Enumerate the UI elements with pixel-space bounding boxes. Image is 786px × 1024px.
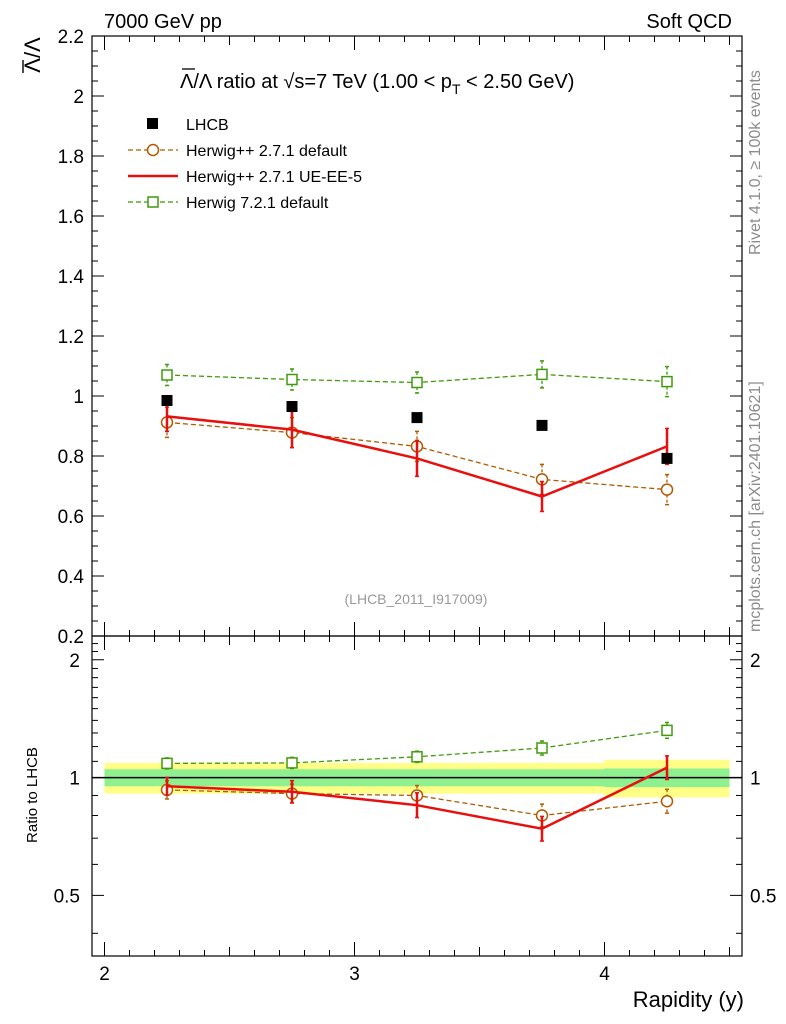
y-tick-label: 1.6 bbox=[58, 207, 84, 228]
lhcb-data-point bbox=[411, 412, 423, 424]
y-tick-label: 0.4 bbox=[58, 567, 85, 588]
y-tick-label: 1.8 bbox=[58, 147, 84, 168]
legend: LHCB Herwig++ 2.7.1 default Herwig++ 2.7… bbox=[128, 117, 362, 212]
main-series-3-point bbox=[286, 373, 298, 386]
ratio-tick-label-right: 1 bbox=[750, 769, 761, 790]
svg-text:Λ/Λ ratio at √s=7 TeV (1.00 <: Λ/Λ ratio at √s=7 TeV (1.00 < pT < 2.50 … bbox=[180, 71, 574, 97]
side-label-bottom: mcplots.cern.ch [arXiv:2401.10621] bbox=[747, 381, 764, 632]
svg-text:Λ/Λ: Λ/Λ bbox=[20, 37, 45, 73]
y-tick-label: 0.8 bbox=[58, 447, 84, 468]
legend-label-herwigpp-default: Herwig++ 2.7.1 default bbox=[186, 143, 348, 160]
x-tick-label: 4 bbox=[599, 964, 610, 985]
y-tick-label: 1.4 bbox=[58, 267, 85, 288]
main-series-3-point bbox=[161, 369, 173, 381]
ratio-series-3-point bbox=[536, 742, 548, 754]
legend-label-lhcb: LHCB bbox=[186, 117, 229, 134]
ratio-tick-label-left: 0.5 bbox=[54, 886, 80, 907]
x-tick-label: 3 bbox=[349, 964, 360, 985]
ratio-series-1-point bbox=[660, 794, 674, 808]
legend-marker-lhcb bbox=[147, 118, 158, 129]
lhcb-data-point bbox=[661, 452, 673, 464]
y-tick-label: 1.2 bbox=[58, 327, 84, 348]
lhcb-data-point bbox=[536, 419, 548, 431]
ratio-series-3-point bbox=[161, 757, 173, 770]
main-series-3-point bbox=[411, 376, 423, 389]
y-axis-label: Λ/Λ bbox=[20, 37, 45, 73]
ratio-plot bbox=[92, 721, 742, 842]
y-tick-label: 2 bbox=[73, 87, 84, 108]
ratio-series-3-point bbox=[661, 724, 673, 737]
header-left: 7000 GeV pp bbox=[104, 11, 222, 33]
main-series-3-point bbox=[661, 375, 673, 388]
watermark: (LHCB_2011_I917009) bbox=[345, 591, 488, 607]
x-tick-label: 2 bbox=[99, 964, 110, 985]
y-tick-label: 0.2 bbox=[58, 627, 84, 648]
lhcb-data-point bbox=[161, 395, 173, 406]
axes: 0.2 0.4 0.6 0.8 1 1.2 1.4 1.6 1.8 2 2.2 2 3 4 0.5 0.5 1 1… bbox=[54, 27, 777, 985]
x-axis-label: Rapidity (y) bbox=[633, 987, 744, 1012]
lhcb-data-point bbox=[286, 401, 298, 412]
main-series-1-point bbox=[660, 483, 674, 496]
legend-marker-herwigpp-default bbox=[146, 143, 160, 157]
legend-label-herwig7-default: Herwig 7.2.1 default bbox=[186, 195, 329, 212]
ratio-y-axis-label: Ratio to LHCB bbox=[24, 747, 41, 843]
ratio-tick-label-left: 2 bbox=[69, 651, 80, 672]
ratio-series-3-point bbox=[286, 757, 298, 769]
ratio-tick-label-right: 0.5 bbox=[750, 886, 776, 907]
ratio-series-3-point bbox=[411, 751, 423, 763]
y-tick-label: 2.2 bbox=[58, 27, 84, 48]
legend-marker-herwig7-default bbox=[147, 196, 159, 208]
ratio-tick-label-right: 2 bbox=[750, 651, 761, 672]
side-label-top: Rivet 4.1.0, ≥ 100k events bbox=[747, 70, 764, 255]
y-tick-label: 0.6 bbox=[58, 507, 84, 528]
header-right: Soft QCD bbox=[646, 11, 732, 33]
main-plot bbox=[160, 360, 674, 513]
chart-title: Λ/Λ ratio at √s=7 TeV (1.00 < pT < 2.50 … bbox=[180, 68, 574, 97]
ratio-frame bbox=[91, 635, 743, 957]
legend-label-herwigpp-ueee5: Herwig++ 2.7.1 UE-EE-5 bbox=[186, 169, 362, 186]
ratio-tick-label-left: 1 bbox=[69, 769, 80, 790]
y-tick-label: 1 bbox=[73, 387, 84, 408]
main-series-3-point bbox=[536, 368, 548, 381]
